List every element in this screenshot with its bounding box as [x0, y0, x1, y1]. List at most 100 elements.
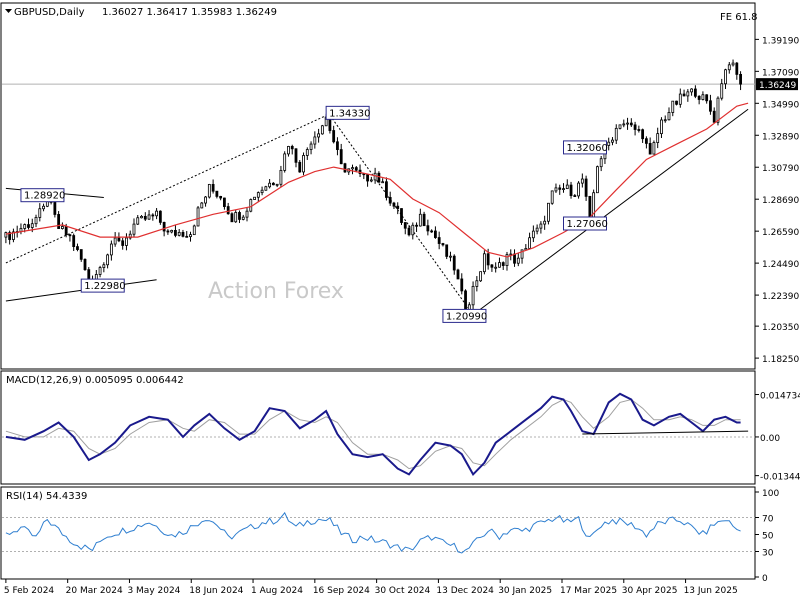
rsi-tick-label: 30: [762, 549, 774, 559]
candle-body: [471, 285, 475, 306]
candle-body: [724, 69, 727, 85]
candle-body: [68, 234, 72, 237]
candle-body: [76, 246, 79, 250]
candle-body: [671, 100, 675, 113]
date-tick-label: 13 Dec 2024: [436, 586, 494, 596]
date-tick-label: 16 Sep 2024: [313, 586, 370, 596]
candle-body: [739, 73, 742, 85]
price-label-1.34330: 1.34330: [325, 105, 370, 120]
candle-body: [565, 184, 569, 189]
candle-body: [656, 133, 660, 143]
candle-body: [422, 213, 426, 227]
candle-body: [373, 172, 377, 181]
candle-body: [155, 210, 158, 217]
candle-body: [260, 189, 264, 194]
axis-layer: 1.39190 1.37090 1.34990 1.32890 1.30790 1.286…: [4, 36, 800, 596]
candle-body: [294, 148, 298, 163]
candle-body: [660, 119, 663, 135]
ohlc-label: 1.36027 1.36417 1.35983 1.36249: [102, 7, 277, 18]
candle-body: [302, 155, 305, 173]
candle-body: [113, 237, 117, 245]
candle-body: [4, 232, 8, 238]
candle-body: [162, 221, 166, 232]
candle-body: [339, 149, 343, 165]
candle-body: [622, 123, 626, 126]
candle-body: [562, 188, 565, 190]
symbol-label: GBPUSD,Daily: [14, 7, 85, 18]
price-tick-label: 1.32890: [762, 132, 799, 142]
candle-body: [64, 226, 68, 236]
candle-body: [200, 202, 204, 209]
candle-body: [716, 97, 720, 123]
candle-body: [271, 182, 275, 186]
date-tick-label: 17 Mar 2025: [560, 586, 617, 596]
candle-body: [403, 222, 407, 229]
price-label-box: [80, 278, 125, 293]
fib-projection-line: [329, 115, 474, 316]
macd-tick-label: -0.013442: [760, 473, 800, 483]
candle-body: [189, 234, 192, 238]
date-tick-label: 30 Apr 2025: [622, 586, 678, 596]
candle-body: [158, 210, 162, 223]
candle-body: [531, 230, 535, 239]
candle-body: [641, 129, 645, 140]
price-label-1.27060: 1.27060: [563, 216, 608, 231]
dropdown-triangle-icon[interactable]: [5, 9, 12, 13]
candle-body: [377, 172, 381, 183]
candle-body: [690, 88, 694, 93]
candle-body: [147, 214, 151, 220]
candle-body: [584, 178, 588, 197]
candle-body: [445, 244, 449, 257]
candle-body: [309, 143, 313, 150]
candle-body: [256, 192, 260, 198]
candle-body: [53, 201, 57, 215]
candle-body: [577, 182, 580, 197]
candle-body: [573, 195, 577, 197]
candle-body: [27, 224, 30, 228]
candle-body: [678, 93, 682, 105]
candle-body: [569, 184, 573, 196]
candle-body: [418, 213, 422, 227]
candle-body: [648, 143, 652, 155]
current-price-text: 1.36249: [759, 81, 796, 91]
candle-body: [283, 153, 287, 171]
rsi-tick-label: 70: [762, 515, 774, 525]
candle-body: [727, 64, 731, 71]
price-tick-label: 1.28690: [762, 196, 799, 206]
candle-body: [490, 264, 494, 268]
candle-body: [102, 264, 106, 268]
candle-body: [392, 202, 396, 207]
candle-body: [675, 100, 678, 105]
candle-body: [136, 217, 140, 225]
candle-body: [528, 237, 531, 249]
candle-body: [652, 142, 656, 155]
moving-average-line: [5, 102, 749, 258]
candle-body: [290, 146, 294, 150]
price-tick-label: 1.24490: [762, 260, 799, 270]
price-label-text: 1.28920: [24, 191, 65, 202]
candle-body: [479, 271, 483, 282]
candle-body: [709, 100, 712, 112]
candle-body: [264, 186, 268, 191]
candle-body: [181, 231, 185, 237]
candle-body: [705, 94, 709, 102]
candle-body: [230, 213, 234, 223]
candle-body: [452, 255, 456, 271]
candle-body: [241, 216, 245, 220]
fe-label: FE 61.8: [720, 12, 758, 23]
candle-body: [177, 231, 181, 236]
candle-body: [735, 62, 739, 75]
price-tick-label: 1.34990: [762, 100, 799, 110]
candle-body: [486, 253, 490, 266]
candle-body: [23, 224, 27, 229]
candle-body: [249, 199, 253, 212]
price-panel-frame: [0, 2, 756, 370]
channel-upper-line: [5, 113, 331, 264]
candle-body: [57, 214, 61, 229]
candle-body: [449, 255, 452, 258]
price-label-text: 1.27060: [567, 219, 608, 230]
candle-body: [513, 253, 516, 264]
candle-body: [686, 91, 690, 97]
candle-body: [223, 197, 226, 207]
